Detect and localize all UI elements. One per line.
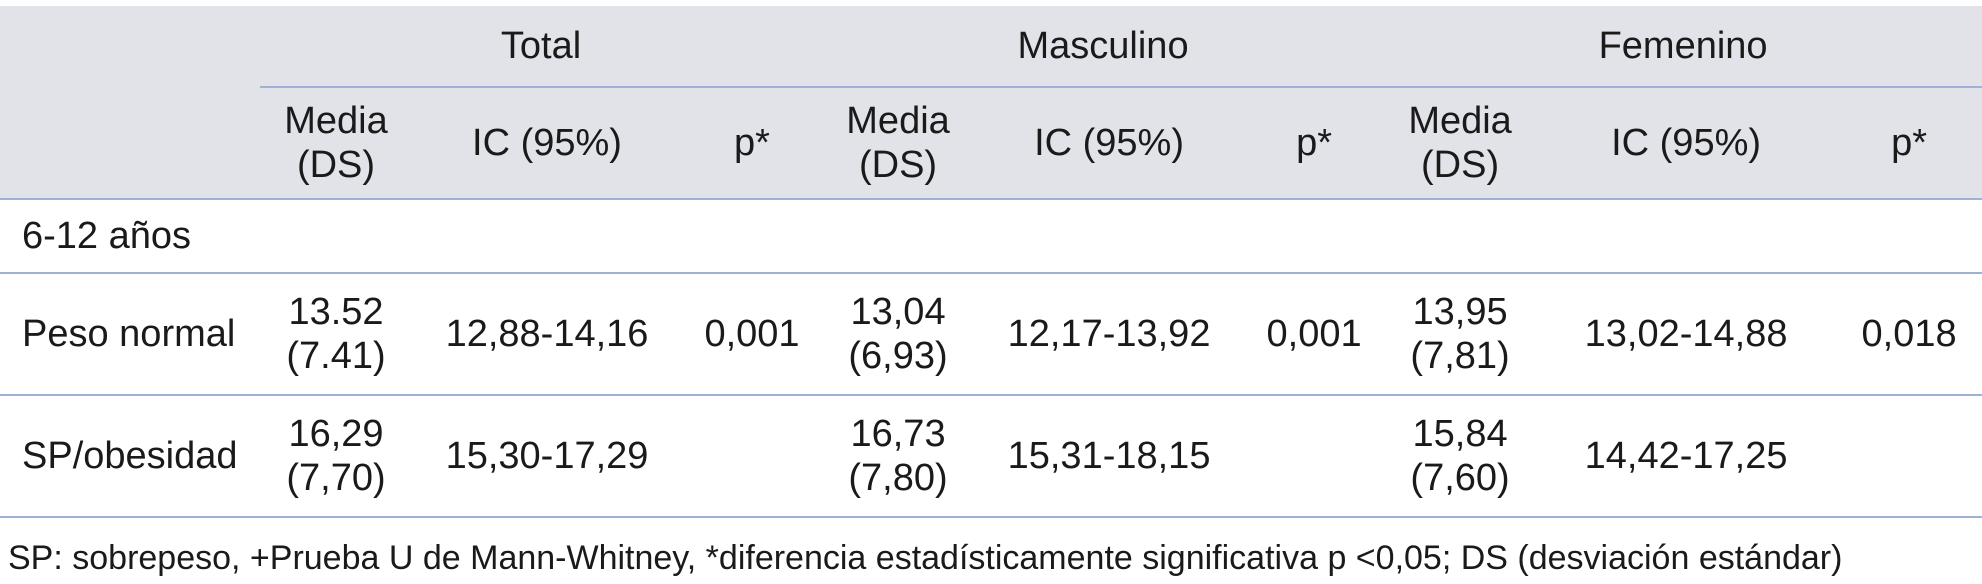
section-row: 6-12 años xyxy=(0,199,1982,274)
header-media-line1: Media xyxy=(846,100,950,142)
header-media-line1: Media xyxy=(284,100,388,142)
cell-media: 13,95 (7,81) xyxy=(1384,273,1537,396)
cell-ic: 14,42-17,25 xyxy=(1536,395,1837,518)
header-media-line2: (DS) xyxy=(1421,144,1500,186)
header-ic: IC (95%) xyxy=(974,87,1245,200)
cell-p: 0,001 xyxy=(682,273,823,396)
cell-ic: 15,30-17,29 xyxy=(412,395,682,518)
header-media: Media (DS) xyxy=(260,87,412,200)
cell-ds-value: (7,80) xyxy=(848,457,948,499)
group-header-femenino: Femenino xyxy=(1384,6,1982,88)
cell-ds-value: (7.41) xyxy=(286,335,386,377)
cell-p: 0,001 xyxy=(1244,273,1385,396)
cell-media-value: 16,73 xyxy=(850,413,946,455)
group-header-row: Total Masculino Femenino xyxy=(0,6,1982,88)
cell-media-value: 13,04 xyxy=(850,291,946,333)
table-footnote: SP: sobrepeso, +Prueba U de Mann-Whitney… xyxy=(8,539,1843,577)
cell-media-value: 16,29 xyxy=(288,413,384,455)
cell-p: 0,018 xyxy=(1836,273,1982,396)
table-row: SP/obesidad 16,29 (7,70) 15,30-17,29 16,7… xyxy=(0,395,1982,518)
header-media-line2: (DS) xyxy=(858,144,938,186)
cell-ic: 13,02-14,88 xyxy=(1536,273,1837,396)
group-header-masculino: Masculino xyxy=(822,6,1385,88)
sub-header-row: Media (DS) IC (95%) p* Media (DS) IC (95%)… xyxy=(0,87,1982,200)
header-p: p* xyxy=(1244,87,1385,200)
cell-ds-value: (7,60) xyxy=(1410,457,1510,499)
cell-media: 13.52 (7.41) xyxy=(260,273,412,396)
cell-ic: 12,88-14,16 xyxy=(412,273,682,396)
cell-media-value: 13.52 xyxy=(288,291,384,333)
cell-p xyxy=(682,395,823,518)
corner-cell-sub xyxy=(0,87,260,200)
row-label: SP/obesidad xyxy=(0,395,260,518)
cell-ds-value: (7,81) xyxy=(1410,335,1510,377)
cell-media: 15,84 (7,60) xyxy=(1384,395,1537,518)
header-media-line2: (DS) xyxy=(296,144,376,186)
cell-ds-value: (6,93) xyxy=(848,335,948,377)
cell-p xyxy=(1836,395,1982,518)
header-media: Media (DS) xyxy=(822,87,975,200)
cell-media: 13,04 (6,93) xyxy=(822,273,975,396)
results-table: Total Masculino Femenino Media (DS) IC (9… xyxy=(0,6,1982,518)
table-row: Peso normal 13.52 (7.41) 12,88-14,16 0,00… xyxy=(0,273,1982,396)
header-p: p* xyxy=(682,87,823,200)
cell-media-value: 15,84 xyxy=(1412,413,1508,455)
section-label: 6-12 años xyxy=(0,199,1982,274)
cell-p xyxy=(1244,395,1385,518)
header-media-line1: Media xyxy=(1408,100,1512,142)
corner-cell xyxy=(0,6,260,87)
cell-ds-value: (7,70) xyxy=(286,457,386,499)
cell-media: 16,73 (7,80) xyxy=(822,395,975,518)
header-ic: IC (95%) xyxy=(412,87,682,200)
cell-media-value: 13,95 xyxy=(1412,291,1508,333)
header-p: p* xyxy=(1836,87,1982,200)
cell-ic: 15,31-18,15 xyxy=(974,395,1245,518)
row-label: Peso normal xyxy=(0,273,260,396)
cell-media: 16,29 (7,70) xyxy=(260,395,412,518)
header-ic: IC (95%) xyxy=(1536,87,1837,200)
cell-ic: 12,17-13,92 xyxy=(974,273,1245,396)
group-header-total: Total xyxy=(260,6,823,88)
header-media: Media (DS) xyxy=(1384,87,1537,200)
